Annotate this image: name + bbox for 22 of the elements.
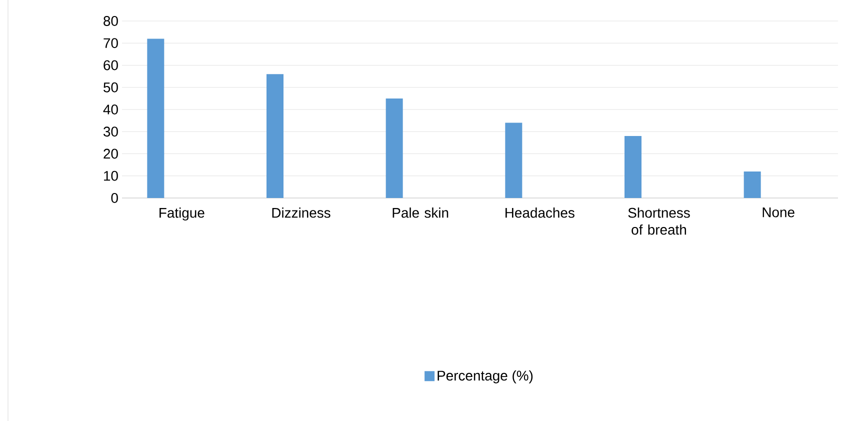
y-tick-label: 70 [104, 38, 118, 48]
y-tick-label: 10 [104, 170, 118, 181]
y-tick-label: 60 [104, 60, 118, 70]
legend-label: Percentage (%) [438, 370, 533, 384]
x-tick-label: Dizziness [272, 208, 330, 218]
x-tick-label: None [762, 208, 794, 218]
y-tick-label: 40 [103, 104, 118, 114]
y-tick-label: 0 [111, 193, 118, 203]
y-tick-label: 50 [104, 82, 118, 92]
y-tick-label: 30 [104, 126, 118, 137]
y-tick-label: 20 [104, 148, 118, 159]
bar [266, 74, 284, 198]
bar [386, 98, 403, 198]
x-tick-label: Headaches [506, 208, 574, 218]
bar [744, 171, 761, 198]
bar [147, 38, 164, 198]
bar [505, 122, 522, 198]
bar [624, 136, 642, 198]
y-tick-label: 80 [104, 16, 118, 26]
x-tick-label: Pale skin [392, 208, 448, 218]
x-tick-label: Fatigue [160, 208, 204, 221]
x-tick-label: Shortness of breath [628, 208, 690, 235]
